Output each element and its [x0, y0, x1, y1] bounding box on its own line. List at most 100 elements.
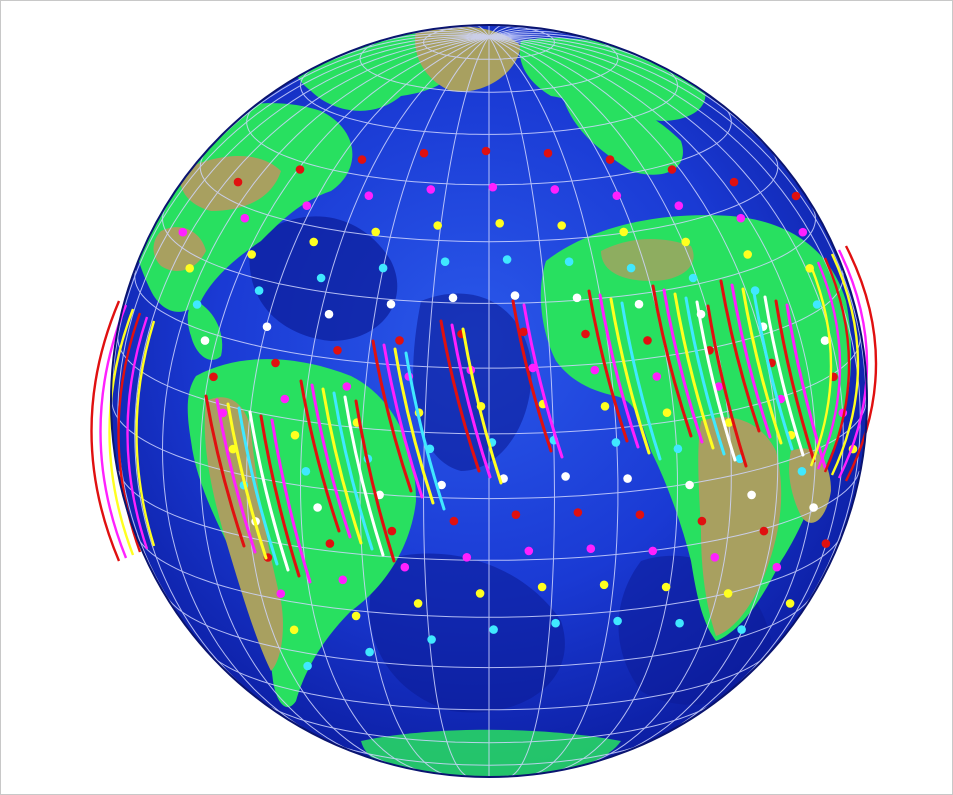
graticule-line	[299, 63, 679, 135]
land-highland	[601, 239, 694, 281]
limb-orbit-arc	[809, 265, 833, 467]
satellite-position-dot	[437, 480, 446, 490]
satellite-position-dot	[564, 257, 574, 267]
instrument-swath-streak	[310, 383, 352, 539]
instrument-swath-streak	[609, 297, 651, 455]
graticule-line	[488, 36, 679, 774]
satellite-position-dot	[619, 227, 628, 237]
instrument-swath-streak	[587, 289, 629, 443]
satellite-position-dot	[772, 562, 782, 572]
instrument-swath-streak	[270, 418, 312, 584]
satellite-position-dot	[462, 553, 472, 562]
satellite-position-dot	[295, 165, 305, 174]
satellite-position-dot	[675, 618, 684, 628]
satellite-position-dot	[413, 599, 423, 608]
instrument-swath-streak	[382, 343, 424, 499]
graticule-line	[488, 25, 505, 38]
satellite-position-dot	[325, 539, 335, 548]
graticule-line	[488, 36, 861, 609]
instrument-swath-streak	[763, 295, 805, 457]
graticule-line	[117, 334, 861, 435]
satellite-position-dot	[635, 510, 645, 519]
satellite-position-dot	[729, 177, 739, 187]
satellite-position-dot	[262, 322, 272, 332]
satellite-position-dot	[481, 146, 491, 156]
satellite-position-dot	[697, 516, 707, 526]
instrument-swath-streak	[598, 293, 640, 449]
graticule-line	[136, 534, 842, 618]
instrument-swath-streak	[259, 414, 301, 578]
satellite-position-dot	[561, 472, 570, 481]
graticule-line	[134, 270, 844, 369]
satellite-position-dot	[495, 219, 505, 228]
instrument-swath-streak	[215, 398, 257, 554]
instrument-swath-streak	[684, 296, 726, 456]
instrument-swath-streak	[673, 292, 715, 450]
satellite-position-dot	[613, 616, 622, 626]
satellite-position-dot	[797, 467, 807, 476]
instrument-swath-streak	[237, 406, 279, 566]
satellite-position-dot	[581, 329, 590, 339]
satellite-position-dot	[440, 257, 450, 267]
satellite-position-dot	[674, 201, 684, 210]
satellite-position-dot	[419, 148, 429, 158]
satellite-position-dot	[710, 553, 720, 562]
satellite-position-dot	[557, 221, 566, 230]
satellite-position-dot	[573, 508, 583, 517]
graticule-line	[322, 738, 656, 766]
satellite-position-dot	[371, 227, 381, 237]
graticule-grid	[111, 25, 867, 777]
satellite-position-dot	[351, 611, 361, 621]
satellite-position-dot	[736, 213, 746, 223]
limb-orbit-arc	[837, 249, 869, 479]
satellite-position-dot	[681, 237, 690, 247]
satellite-position-dot	[673, 444, 683, 454]
ocean-basin	[369, 553, 565, 713]
graticule-line	[488, 36, 817, 742]
satellite-position-dot	[178, 227, 188, 237]
instrument-swath-streak	[354, 399, 396, 563]
satellite-position-dot	[537, 582, 547, 592]
satellite-position-dot	[785, 599, 795, 608]
graticule-line	[161, 36, 490, 742]
satellite-position-dot	[209, 372, 218, 382]
satellite-position-dot	[820, 336, 830, 345]
satellite-position-dot	[652, 372, 662, 381]
instrument-swath-streak	[343, 395, 385, 557]
instrument-swath-streak	[371, 339, 413, 493]
instrument-swath-streak	[651, 284, 693, 438]
satellite-position-dot	[290, 430, 300, 440]
graticule-line	[359, 36, 490, 777]
satellite-position-dot	[737, 625, 746, 634]
satellite-position-dot	[449, 516, 459, 526]
satellite-position-dot	[488, 182, 498, 192]
satellite-position-dot	[599, 580, 609, 590]
land-highland	[789, 448, 831, 523]
satellite-position-dot	[723, 589, 733, 598]
satellite-position-dot	[276, 589, 286, 598]
graticule-line	[473, 25, 490, 38]
satellite-position-dot	[590, 365, 600, 375]
instrument-swath-streak	[226, 402, 268, 560]
instrument-swath-streak	[248, 410, 290, 572]
satellite-position-dot	[475, 589, 485, 598]
satellite-position-dot	[714, 382, 724, 391]
satellite-position-dot	[502, 255, 512, 264]
instrument-swath-streak	[439, 319, 481, 473]
graticule-line	[117, 36, 490, 609]
satellite-position-dot	[387, 526, 397, 536]
satellite-position-dot	[364, 191, 374, 200]
satellite-position-dot	[623, 474, 632, 483]
satellite-position-dot	[634, 299, 644, 309]
instrument-swath-streak	[332, 391, 374, 551]
satellite-position-dot	[543, 148, 553, 158]
satellite-position-dot	[611, 438, 621, 447]
instrument-swath-streak	[620, 301, 662, 461]
satellite-position-dot	[271, 358, 280, 368]
satellite-position-dot	[333, 346, 342, 355]
land-central-america	[187, 301, 223, 360]
satellite-position-dot	[240, 213, 250, 223]
instrument-swath-streak	[730, 283, 772, 439]
